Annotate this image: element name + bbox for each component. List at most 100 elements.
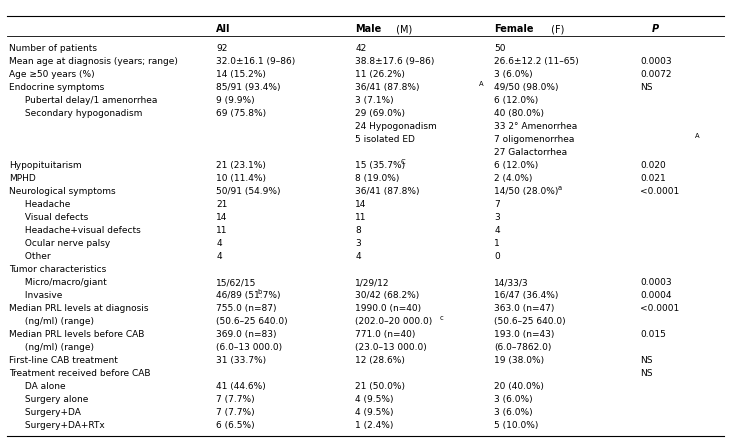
Text: 21: 21 (216, 200, 228, 209)
Text: NS: NS (640, 356, 653, 365)
Text: 0.0003: 0.0003 (640, 278, 672, 287)
Text: NS: NS (640, 369, 653, 378)
Text: P: P (651, 24, 659, 35)
Text: Treatment received before CAB: Treatment received before CAB (9, 369, 151, 378)
Text: 3: 3 (355, 239, 361, 248)
Text: Secondary hypogonadism: Secondary hypogonadism (22, 109, 143, 118)
Text: Invasive: Invasive (22, 291, 62, 300)
Text: (50.6–25 640.0): (50.6–25 640.0) (216, 317, 288, 326)
Text: 24 Hypogonadism: 24 Hypogonadism (355, 122, 437, 131)
Text: b: b (257, 289, 262, 295)
Text: 41 (44.6%): 41 (44.6%) (216, 382, 266, 391)
Text: 10 (11.4%): 10 (11.4%) (216, 174, 266, 183)
Text: 7: 7 (494, 200, 500, 209)
Text: Micro/macro/giant: Micro/macro/giant (22, 278, 107, 287)
Text: 363.0 (n=47): 363.0 (n=47) (494, 304, 555, 313)
Text: 14: 14 (216, 213, 228, 222)
Text: Age ≥50 years (%): Age ≥50 years (%) (9, 70, 94, 79)
Text: 92: 92 (216, 44, 228, 53)
Text: First-line CAB treatment: First-line CAB treatment (9, 356, 118, 365)
Text: 4: 4 (216, 252, 222, 261)
Text: 6 (12.0%): 6 (12.0%) (494, 96, 539, 105)
Text: 21 (50.0%): 21 (50.0%) (355, 382, 405, 391)
Text: 14: 14 (355, 200, 367, 209)
Text: 50: 50 (494, 44, 506, 53)
Text: 19 (38.0%): 19 (38.0%) (494, 356, 545, 365)
Text: 12 (28.6%): 12 (28.6%) (355, 356, 405, 365)
Text: 69 (75.8%): 69 (75.8%) (216, 109, 267, 118)
Text: 32.0±16.1 (9–86): 32.0±16.1 (9–86) (216, 57, 295, 66)
Text: Median PRL levels at diagnosis: Median PRL levels at diagnosis (9, 304, 148, 313)
Text: 49/50 (98.0%): 49/50 (98.0%) (494, 83, 558, 92)
Text: Median PRL levels before CAB: Median PRL levels before CAB (9, 330, 144, 339)
Text: (6.0–13 000.0): (6.0–13 000.0) (216, 343, 282, 352)
Text: 21 (23.1%): 21 (23.1%) (216, 161, 266, 170)
Text: (50.6–25 640.0): (50.6–25 640.0) (494, 317, 566, 326)
Text: 193.0 (n=43): 193.0 (n=43) (494, 330, 555, 339)
Text: 7 (7.7%): 7 (7.7%) (216, 395, 255, 404)
Text: Other: Other (22, 252, 50, 261)
Text: 7 (7.7%): 7 (7.7%) (216, 408, 255, 417)
Text: (ng/ml) (range): (ng/ml) (range) (22, 343, 94, 352)
Text: NS: NS (640, 83, 653, 92)
Text: (202.0–20 000.0): (202.0–20 000.0) (355, 317, 433, 326)
Text: Female: Female (494, 24, 534, 35)
Text: All: All (216, 24, 231, 35)
Text: DA alone: DA alone (22, 382, 66, 391)
Text: 11 (26.2%): 11 (26.2%) (355, 70, 405, 79)
Text: Pubertal delay/1 amenorrhea: Pubertal delay/1 amenorrhea (22, 96, 157, 105)
Text: 1: 1 (494, 239, 500, 248)
Text: MPHD: MPHD (9, 174, 36, 183)
Text: 50/91 (54.9%): 50/91 (54.9%) (216, 187, 281, 196)
Text: (M): (M) (393, 24, 412, 35)
Text: 27 Galactorrhea: 27 Galactorrhea (494, 148, 567, 157)
Text: Neurological symptoms: Neurological symptoms (9, 187, 115, 196)
Text: a: a (558, 185, 561, 191)
Text: Ocular nerve palsy: Ocular nerve palsy (22, 239, 110, 248)
Text: 29 (69.0%): 29 (69.0%) (355, 109, 405, 118)
Text: 771.0 (n=40): 771.0 (n=40) (355, 330, 416, 339)
Text: 9 (9.9%): 9 (9.9%) (216, 96, 255, 105)
Text: 5 (10.0%): 5 (10.0%) (494, 421, 539, 430)
Text: Headache+visual defects: Headache+visual defects (22, 226, 140, 235)
Text: 40 (80.0%): 40 (80.0%) (494, 109, 544, 118)
Text: 6 (12.0%): 6 (12.0%) (494, 161, 539, 170)
Text: 0.0072: 0.0072 (640, 70, 672, 79)
Text: 20 (40.0%): 20 (40.0%) (494, 382, 544, 391)
Text: 36/41 (87.8%): 36/41 (87.8%) (355, 187, 420, 196)
Text: 4 (9.5%): 4 (9.5%) (355, 395, 394, 404)
Text: 3 (7.1%): 3 (7.1%) (355, 96, 394, 105)
Text: (F): (F) (548, 24, 564, 35)
Text: 11: 11 (216, 226, 228, 235)
Text: c: c (440, 315, 444, 321)
Text: 1/29/12: 1/29/12 (355, 278, 390, 287)
Text: Surgery alone: Surgery alone (22, 395, 88, 404)
Text: 26.6±12.2 (11–65): 26.6±12.2 (11–65) (494, 57, 579, 66)
Text: Endocrine symptoms: Endocrine symptoms (9, 83, 104, 92)
Text: Male: Male (355, 24, 382, 35)
Text: 14/33/3: 14/33/3 (494, 278, 529, 287)
Text: 4 (9.5%): 4 (9.5%) (355, 408, 394, 417)
Text: 0: 0 (494, 252, 500, 261)
Text: A: A (695, 133, 700, 139)
Text: 4: 4 (494, 226, 500, 235)
Text: Visual defects: Visual defects (22, 213, 88, 222)
Text: 2 (4.0%): 2 (4.0%) (494, 174, 532, 183)
Text: 4: 4 (355, 252, 361, 261)
Text: 1990.0 (n=40): 1990.0 (n=40) (355, 304, 421, 313)
Text: 15/62/15: 15/62/15 (216, 278, 257, 287)
Text: 755.0 (n=87): 755.0 (n=87) (216, 304, 277, 313)
Text: (6.0–7862.0): (6.0–7862.0) (494, 343, 551, 352)
Text: 0.021: 0.021 (640, 174, 666, 183)
Text: 369.0 (n=83): 369.0 (n=83) (216, 330, 277, 339)
Text: 0.020: 0.020 (640, 161, 666, 170)
Text: <0.0001: <0.0001 (640, 304, 680, 313)
Text: 14 (15.2%): 14 (15.2%) (216, 70, 266, 79)
Text: 8 (19.0%): 8 (19.0%) (355, 174, 400, 183)
Text: <0.0001: <0.0001 (640, 187, 680, 196)
Text: 38.8±17.6 (9–86): 38.8±17.6 (9–86) (355, 57, 435, 66)
Text: 33 2° Amenorrhea: 33 2° Amenorrhea (494, 122, 577, 131)
Text: Headache: Headache (22, 200, 70, 209)
Text: 3 (6.0%): 3 (6.0%) (494, 395, 533, 404)
Text: 30/42 (68.2%): 30/42 (68.2%) (355, 291, 420, 300)
